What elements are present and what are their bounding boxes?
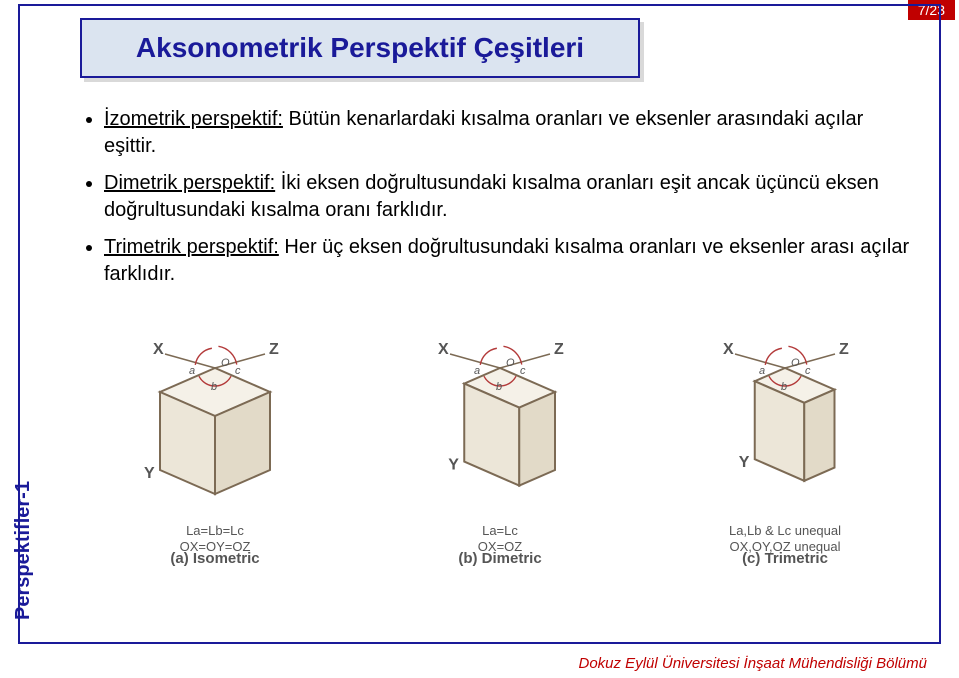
svg-text:c: c <box>235 365 241 377</box>
svg-text:Z: Z <box>839 341 849 358</box>
cube-svg: X Z O Ya c b <box>115 336 315 516</box>
figure-caption: (b) Dimetric <box>375 550 625 567</box>
svg-text:Z: Z <box>554 341 564 358</box>
bullet-item: Trimetrik perspektif: Her üç eksen doğru… <box>104 234 910 288</box>
figure-trimetric: XZOYacb La,Lb & Lc unequal OX,OY,OZ uneq… <box>660 336 910 596</box>
cube-svg: X Z O Ya c b <box>400 336 600 516</box>
svg-text:O: O <box>221 357 230 369</box>
figure-caption: (a) Isometric <box>90 550 340 567</box>
svg-text:Y: Y <box>144 465 155 482</box>
svg-text:O: O <box>791 357 800 369</box>
figure-dimetric: XZOYacb La=Lc OX=OZ (b) Dimetric <box>375 336 625 596</box>
svg-text:X: X <box>723 341 734 358</box>
slide-frame: Aksonometrik Perspektif Çeşitleri İzomet… <box>18 4 941 644</box>
svg-text:c: c <box>520 365 526 377</box>
bullet-head: Dimetrik perspektif: <box>104 172 275 194</box>
bullet-head: İzometrik perspektif: <box>104 108 283 130</box>
bullet-head: Trimetrik perspektif: <box>104 236 279 258</box>
bullet-item: Dimetrik perspektif: İki eksen doğrultus… <box>104 170 910 224</box>
svg-text:Z: Z <box>269 341 279 358</box>
svg-text:a: a <box>189 365 195 377</box>
title-box: Aksonometrik Perspektif Çeşitleri <box>80 18 640 78</box>
bullet-item: İzometrik perspektif: Bütün kenarlardaki… <box>104 106 910 160</box>
svg-text:c: c <box>805 365 811 377</box>
svg-text:b: b <box>781 381 787 393</box>
footer-text: Dokuz Eylül Üniversitesi İnşaat Mühendis… <box>18 651 941 678</box>
svg-text:a: a <box>474 365 480 377</box>
formula-line: La=Lc <box>482 523 518 538</box>
svg-text:b: b <box>496 381 502 393</box>
svg-text:X: X <box>438 341 449 358</box>
slide-title: Aksonometrik Perspektif Çeşitleri <box>136 32 584 64</box>
svg-text:X: X <box>153 341 164 358</box>
svg-text:b: b <box>211 381 217 393</box>
figure-row: XZOYacb La=Lb=Lc OX=OY=OZ (a) Isometric … <box>90 336 910 596</box>
formula-line: La,Lb & Lc unequal <box>729 523 841 538</box>
svg-text:Y: Y <box>448 457 459 474</box>
svg-text:Y: Y <box>739 454 750 471</box>
figure-isometric: XZOYacb La=Lb=Lc OX=OY=OZ (a) Isometric <box>90 336 340 596</box>
svg-text:a: a <box>759 365 765 377</box>
svg-text:O: O <box>506 357 515 369</box>
formula-line: La=Lb=Lc <box>186 523 244 538</box>
figure-caption: (c) Trimetric <box>660 550 910 567</box>
side-label: Perspektifler-1 <box>12 420 35 620</box>
bullet-list: İzometrik perspektif: Bütün kenarlardaki… <box>80 106 910 298</box>
cube-svg: X Z O Ya c b <box>685 336 885 516</box>
